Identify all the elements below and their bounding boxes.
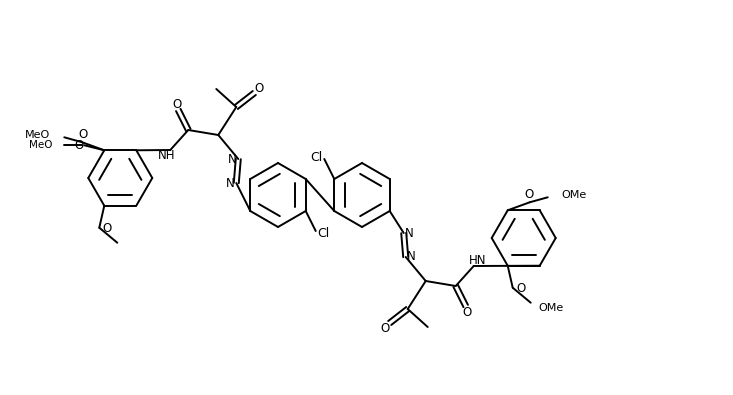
Text: O: O xyxy=(78,128,88,141)
Text: O: O xyxy=(524,188,534,201)
Text: O: O xyxy=(380,322,389,335)
Text: MeO: MeO xyxy=(29,140,52,150)
Text: O: O xyxy=(103,222,112,235)
Text: N: N xyxy=(228,152,237,166)
Text: Cl: Cl xyxy=(310,150,323,164)
Text: OMe: OMe xyxy=(561,190,587,200)
Text: MeO: MeO xyxy=(25,130,51,140)
Text: N: N xyxy=(408,250,416,263)
Text: OMe: OMe xyxy=(539,303,564,313)
Text: N: N xyxy=(226,177,235,190)
Text: N: N xyxy=(405,226,414,239)
Text: Cl: Cl xyxy=(317,226,330,239)
Text: O: O xyxy=(516,282,526,295)
Text: O: O xyxy=(254,81,264,94)
Text: O: O xyxy=(75,139,84,152)
Text: O: O xyxy=(462,305,471,318)
Text: NH: NH xyxy=(158,149,175,162)
Text: HN: HN xyxy=(469,254,487,267)
Text: O: O xyxy=(173,98,182,111)
